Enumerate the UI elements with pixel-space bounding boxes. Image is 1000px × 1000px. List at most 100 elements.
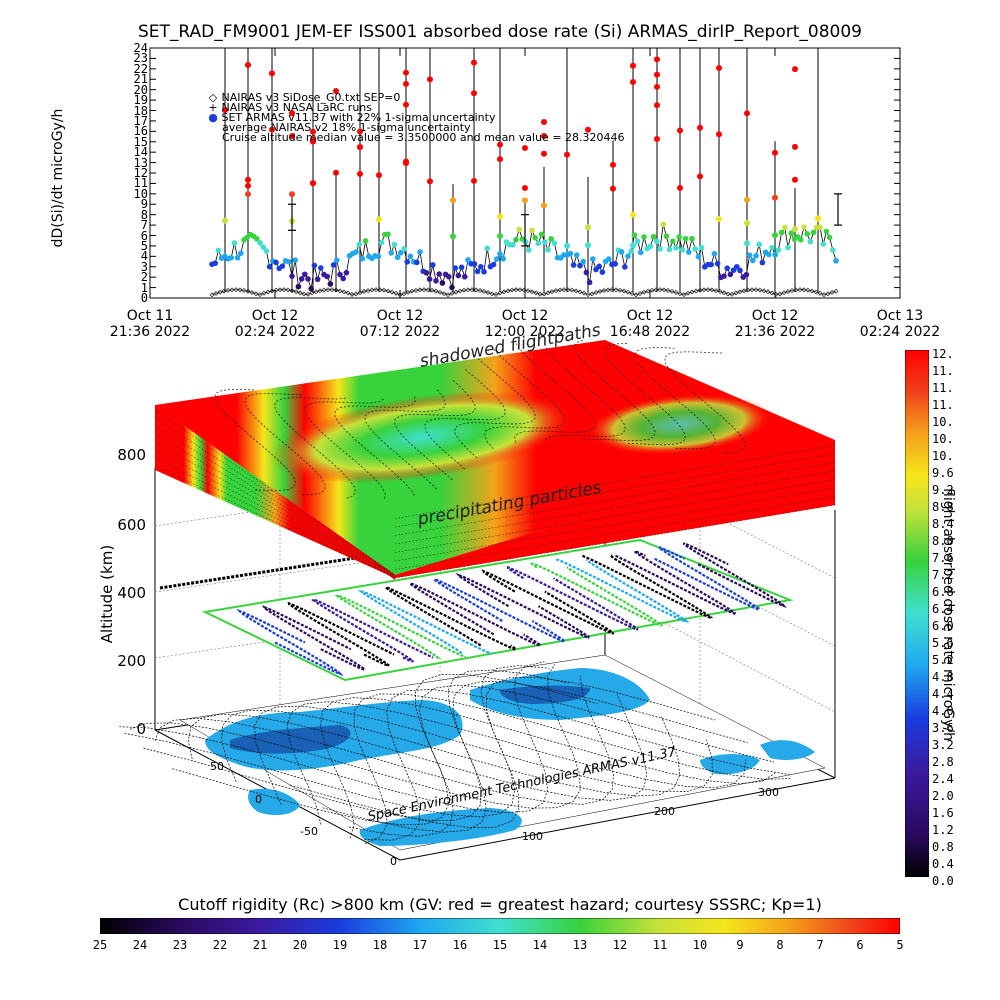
arms-data-point — [310, 179, 316, 186]
arms-data-point — [222, 217, 228, 224]
map-ground-track — [119, 661, 549, 814]
nairas-diamond — [393, 290, 399, 296]
arms-data-point — [446, 273, 452, 280]
y-tick-label: 17 — [133, 113, 148, 128]
nairas-diamond — [549, 289, 555, 295]
arms-data-point — [654, 83, 660, 90]
rigidity-colorbar-tick: 10 — [692, 938, 708, 952]
arms-data-point — [522, 184, 528, 191]
orbit-track — [385, 586, 518, 651]
arms-data-point — [414, 259, 420, 266]
arms-data-point — [404, 259, 411, 265]
nairas-diamond — [637, 291, 643, 296]
slab-flight-track — [274, 397, 356, 499]
nairas-diamond — [785, 289, 791, 294]
arms-data-point — [273, 259, 279, 266]
dose-colorbar-tick: 7.2 — [932, 568, 954, 582]
arms-data-point — [436, 271, 443, 277]
arms-data-point — [792, 143, 798, 150]
arms-data-point — [574, 252, 580, 258]
arms-data-point — [403, 69, 409, 76]
arms-data-point — [657, 245, 663, 252]
arms-data-point — [330, 262, 337, 268]
arms-data-point — [734, 263, 740, 270]
slab-flight-track — [334, 395, 416, 496]
arms-data-point — [618, 249, 625, 255]
x-tick-label: Oct 11 21:36 2022 — [109, 308, 191, 340]
arms-data-point — [545, 247, 551, 253]
nairas-diamond — [649, 287, 655, 293]
slab-flight-track — [664, 351, 746, 454]
legend-entry: ◇ NAIRAS v3 SiDose_G0.txt SEP=0 — [208, 91, 401, 104]
y-tick-label: 7 — [140, 218, 148, 233]
dose-colorbar-tick: 0.8 — [932, 840, 954, 854]
arms-data-point — [583, 269, 590, 276]
slab-layer-line — [394, 479, 836, 553]
dose-colorbar-tick: 5.6 — [932, 636, 954, 650]
nairas-diamond — [789, 288, 795, 294]
nairas-diamond — [661, 287, 667, 293]
arms-data-point — [679, 247, 686, 253]
rigidity-colorbar-tick: 8 — [776, 938, 784, 952]
nairas-diamond — [445, 292, 451, 298]
nairas-diamond — [345, 290, 351, 296]
arms-data-point — [449, 284, 455, 291]
x-tick-label: Oct 12 21:36 2022 — [734, 308, 816, 340]
arms-data-point — [510, 242, 516, 248]
arms-data-point — [497, 156, 503, 163]
arms-data-point — [289, 191, 295, 198]
nairas-diamond — [253, 291, 259, 297]
nairas-diamond — [713, 288, 719, 294]
arms-data-point — [484, 245, 491, 252]
slab-layer-line — [154, 457, 396, 578]
arms-data-point — [666, 246, 673, 253]
arms-data-point — [567, 250, 574, 257]
arms-data-point — [289, 273, 295, 279]
nairas-diamond — [225, 287, 231, 293]
arms-data-point — [471, 90, 477, 97]
arms-data-point — [403, 101, 409, 108]
nairas-diamond — [617, 287, 623, 293]
orbit-track — [334, 594, 467, 659]
nairas-diamond — [809, 288, 815, 294]
arms-data-point — [585, 224, 591, 231]
arms-data-point — [388, 250, 395, 256]
y-tick-label: 4 — [140, 249, 148, 264]
y-tick-label: 16 — [133, 124, 148, 139]
arms-data-point — [631, 232, 638, 238]
arms-data-point — [423, 269, 430, 276]
nairas-diamond — [625, 289, 631, 295]
nairas-diamond — [665, 288, 671, 293]
slab-layer-line — [154, 441, 396, 577]
arms-data-point — [695, 253, 702, 260]
altitude-tick: 800 — [117, 446, 146, 464]
map-ground-track — [348, 684, 775, 837]
arms-data-point — [772, 232, 778, 239]
nairas-diamond — [401, 291, 407, 297]
arms-data-point — [427, 76, 433, 83]
arms-data-point — [792, 66, 798, 73]
arms-data-point — [676, 234, 682, 240]
nairas-diamond — [269, 288, 275, 294]
arms-data-point — [532, 234, 538, 241]
arms-data-point — [564, 151, 570, 158]
arms-data-point — [628, 248, 634, 254]
arms-data-point — [474, 268, 481, 275]
nairas-diamond — [381, 287, 387, 293]
arms-data-point — [654, 102, 660, 109]
nairas-diamond — [493, 292, 499, 297]
dose-colorbar-tick: 0.0 — [932, 874, 954, 888]
arms-data-point — [630, 242, 636, 249]
chart-title: SET_RAD_FM9001 JEM-EF ISS001 absorbed do… — [138, 22, 862, 42]
nairas-diamond — [689, 289, 695, 295]
orbit-track — [409, 582, 542, 648]
nairas-diamond — [273, 287, 279, 293]
rigidity-colorbar-tick: 5 — [896, 938, 904, 952]
arms-data-point — [744, 110, 750, 117]
arms-data-point — [452, 265, 459, 271]
arms-data-point — [654, 238, 660, 245]
map-ground-track — [154, 675, 614, 805]
arms-data-point — [222, 107, 228, 114]
dose-colorbar-tick: 2.8 — [932, 755, 954, 769]
y-tick-label: 11 — [133, 176, 148, 191]
